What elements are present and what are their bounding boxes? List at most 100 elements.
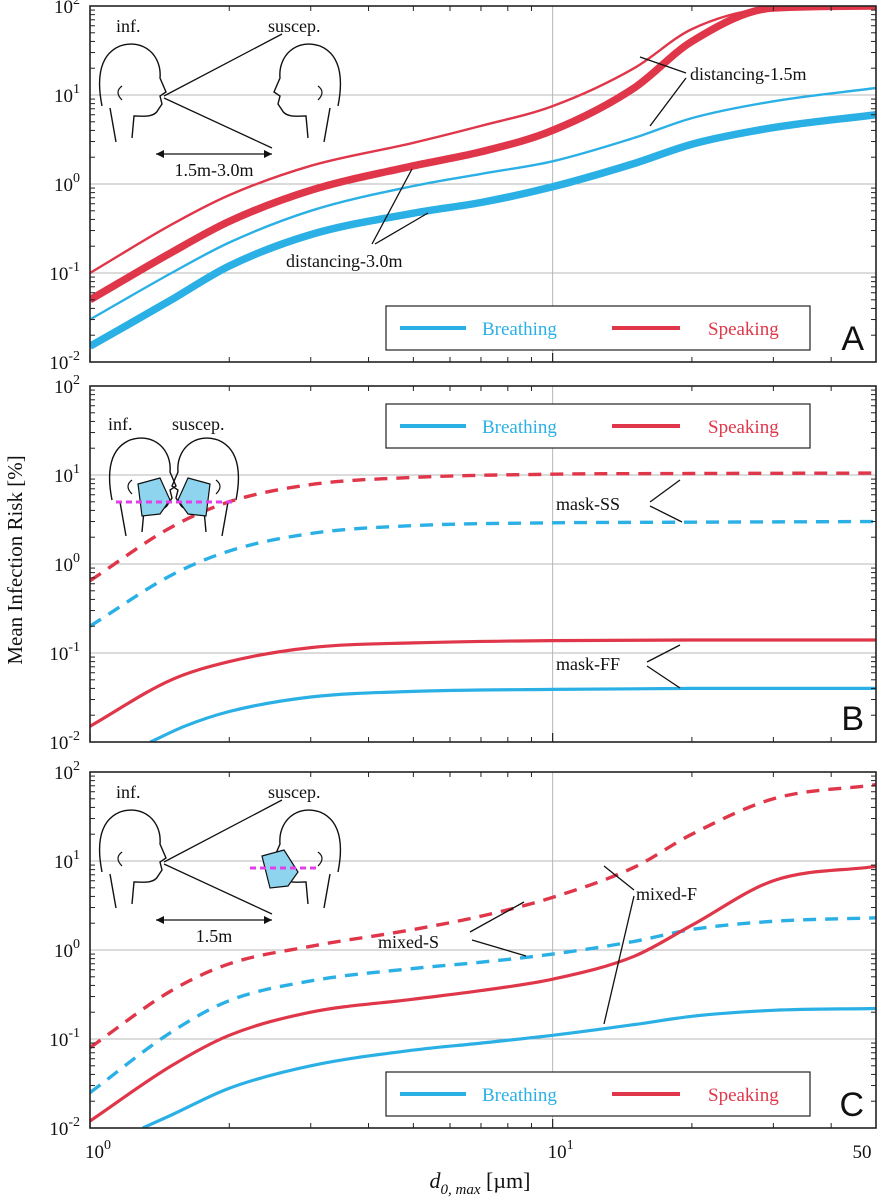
y-tick-label: 102 <box>54 0 80 18</box>
illustration-distance-label: 1.5m-3.0m <box>175 160 254 180</box>
legend-box <box>385 1071 811 1117</box>
plot-frame <box>89 5 877 363</box>
panel-letter-A: A <box>841 320 864 358</box>
y-tick-label: 102 <box>54 759 80 784</box>
arrow-head-icon <box>156 916 164 924</box>
panel-A: 102 101 100 10-1 10-2 A Breathing Speaking dista… <box>49 0 877 374</box>
x-axis-label: d0, max [µm] <box>430 1168 531 1198</box>
infected-head-icon-neck <box>109 107 117 143</box>
leader-line <box>374 212 429 245</box>
annotations: mixed-S mixed-F <box>378 865 697 1025</box>
annotation-mask-SS: mask-SS <box>556 494 620 514</box>
y-tick-label: 10-2 <box>49 349 80 374</box>
legend-label-breathing: Breathing <box>482 417 557 438</box>
illustration: inf. suscep. 1.5m-3.0m <box>98 16 342 180</box>
annotation-mask-FF: mask-FF <box>556 654 620 674</box>
y-tick-label: 100 <box>54 937 80 962</box>
illustration-suscep-label: suscep. <box>268 782 321 802</box>
infected-head-icon-neck <box>109 873 117 909</box>
illustration: inf. suscep. 1.5m <box>98 782 342 946</box>
legend: Breathing Speaking <box>385 1071 811 1117</box>
illustration-inf-label: inf. <box>116 16 141 36</box>
susceptible-head-icon <box>273 809 342 905</box>
susceptible-head-icon-neck <box>323 873 331 909</box>
panel-letter-C: C <box>839 1086 864 1124</box>
mask-icon <box>137 477 171 517</box>
spread-line <box>163 33 283 97</box>
y-tick-label: 10-2 <box>49 729 80 754</box>
series-distancing-3.0m-speaking <box>90 6 876 304</box>
leader-line <box>639 56 687 74</box>
series-mask-FF-speaking <box>90 638 876 728</box>
legend: Breathing Speaking <box>385 305 811 351</box>
x-tick-label: 101 <box>548 1138 574 1163</box>
infected-head-icon <box>98 43 167 139</box>
legend-box <box>385 305 811 351</box>
series-group <box>90 471 876 742</box>
arrow-head-icon <box>156 150 164 158</box>
y-axis-label: Mean Infection Risk [%] <box>3 455 27 664</box>
y-tick-label: 10-1 <box>49 1026 80 1051</box>
illustration-inf-label: inf. <box>108 414 133 434</box>
panel-B: 102 101 100 10-1 10-2 B Breathing Speaking mask-… <box>49 373 877 754</box>
infected-head-icon-neck <box>119 501 127 537</box>
series-group <box>90 783 876 1128</box>
susceptible-head-icon-neck <box>323 107 331 143</box>
panel-C: 102 101 100 10-1 10-2 C Breathing Speaking mixed… <box>49 759 877 1140</box>
arrow-head-icon <box>264 150 272 158</box>
series-mixed-F-speaking <box>90 864 876 1123</box>
series-mask-SS-speaking <box>90 471 876 583</box>
annotation-mixed-S: mixed-S <box>378 932 439 952</box>
x-tick-labels: 100 101 50 <box>85 1138 872 1163</box>
annotations: mask-SS mask-FF <box>556 479 683 689</box>
mask-icon <box>177 477 211 517</box>
annotation-mixed-F: mixed-F <box>636 884 697 904</box>
legend-label-breathing: Breathing <box>482 319 557 340</box>
infected-head-icon-ear <box>127 479 133 495</box>
x-tick-label: 50 <box>853 1142 872 1163</box>
susceptible-head-icon <box>273 43 342 139</box>
series-distancing-3.0m-breathing <box>90 110 876 350</box>
y-tick-label: 10-2 <box>49 1115 80 1140</box>
legend-label-speaking: Speaking <box>708 1085 779 1106</box>
leader-line <box>649 505 683 523</box>
illustration: inf. suscep. <box>108 414 240 537</box>
y-tick-label: 101 <box>54 82 80 107</box>
spread-line <box>163 97 273 149</box>
leader-line <box>603 865 635 891</box>
y-tick-label: 102 <box>54 373 80 398</box>
y-tick-label: 101 <box>54 462 80 487</box>
y-tick-label: 100 <box>54 551 80 576</box>
leader-line <box>469 901 525 933</box>
legend-label-breathing: Breathing <box>482 1085 557 1106</box>
annotation-distancing-1.5m: distancing-1.5m <box>690 64 806 84</box>
spread-line <box>163 863 273 915</box>
illustration-inf-label: inf. <box>116 782 141 802</box>
annotations: distancing-1.5m distancing-3.0m <box>286 56 806 271</box>
series-mixed-F-breathing <box>142 1006 876 1128</box>
leader-line <box>649 77 687 127</box>
illustration-distance-label: 1.5m <box>196 926 233 946</box>
series-distancing-1.5m-speaking <box>90 6 876 275</box>
x-tick-label: 100 <box>85 1138 111 1163</box>
infected-head-icon <box>98 809 167 905</box>
legend-label-speaking: Speaking <box>708 319 779 340</box>
susceptible-head-icon-ear <box>317 851 323 867</box>
y-tick-label: 10-1 <box>49 640 80 665</box>
leader-line <box>371 168 413 245</box>
y-tick-label: 100 <box>54 171 80 196</box>
series-mask-SS-breathing <box>90 519 876 628</box>
spread-line <box>163 799 283 863</box>
legend-label-speaking: Speaking <box>708 417 779 438</box>
legend: Breathing Speaking <box>385 403 811 449</box>
infected-head-icon-ear <box>117 85 123 101</box>
plot-frame <box>89 771 877 1129</box>
series-mixed-S-speaking <box>90 783 876 1049</box>
susceptible-head-icon-ear <box>317 85 323 101</box>
leader-line <box>471 939 527 957</box>
leader-line <box>649 479 681 503</box>
series-mask-FF-breathing <box>149 686 876 742</box>
panel-letter-B: B <box>841 700 864 738</box>
series-group <box>90 6 876 350</box>
